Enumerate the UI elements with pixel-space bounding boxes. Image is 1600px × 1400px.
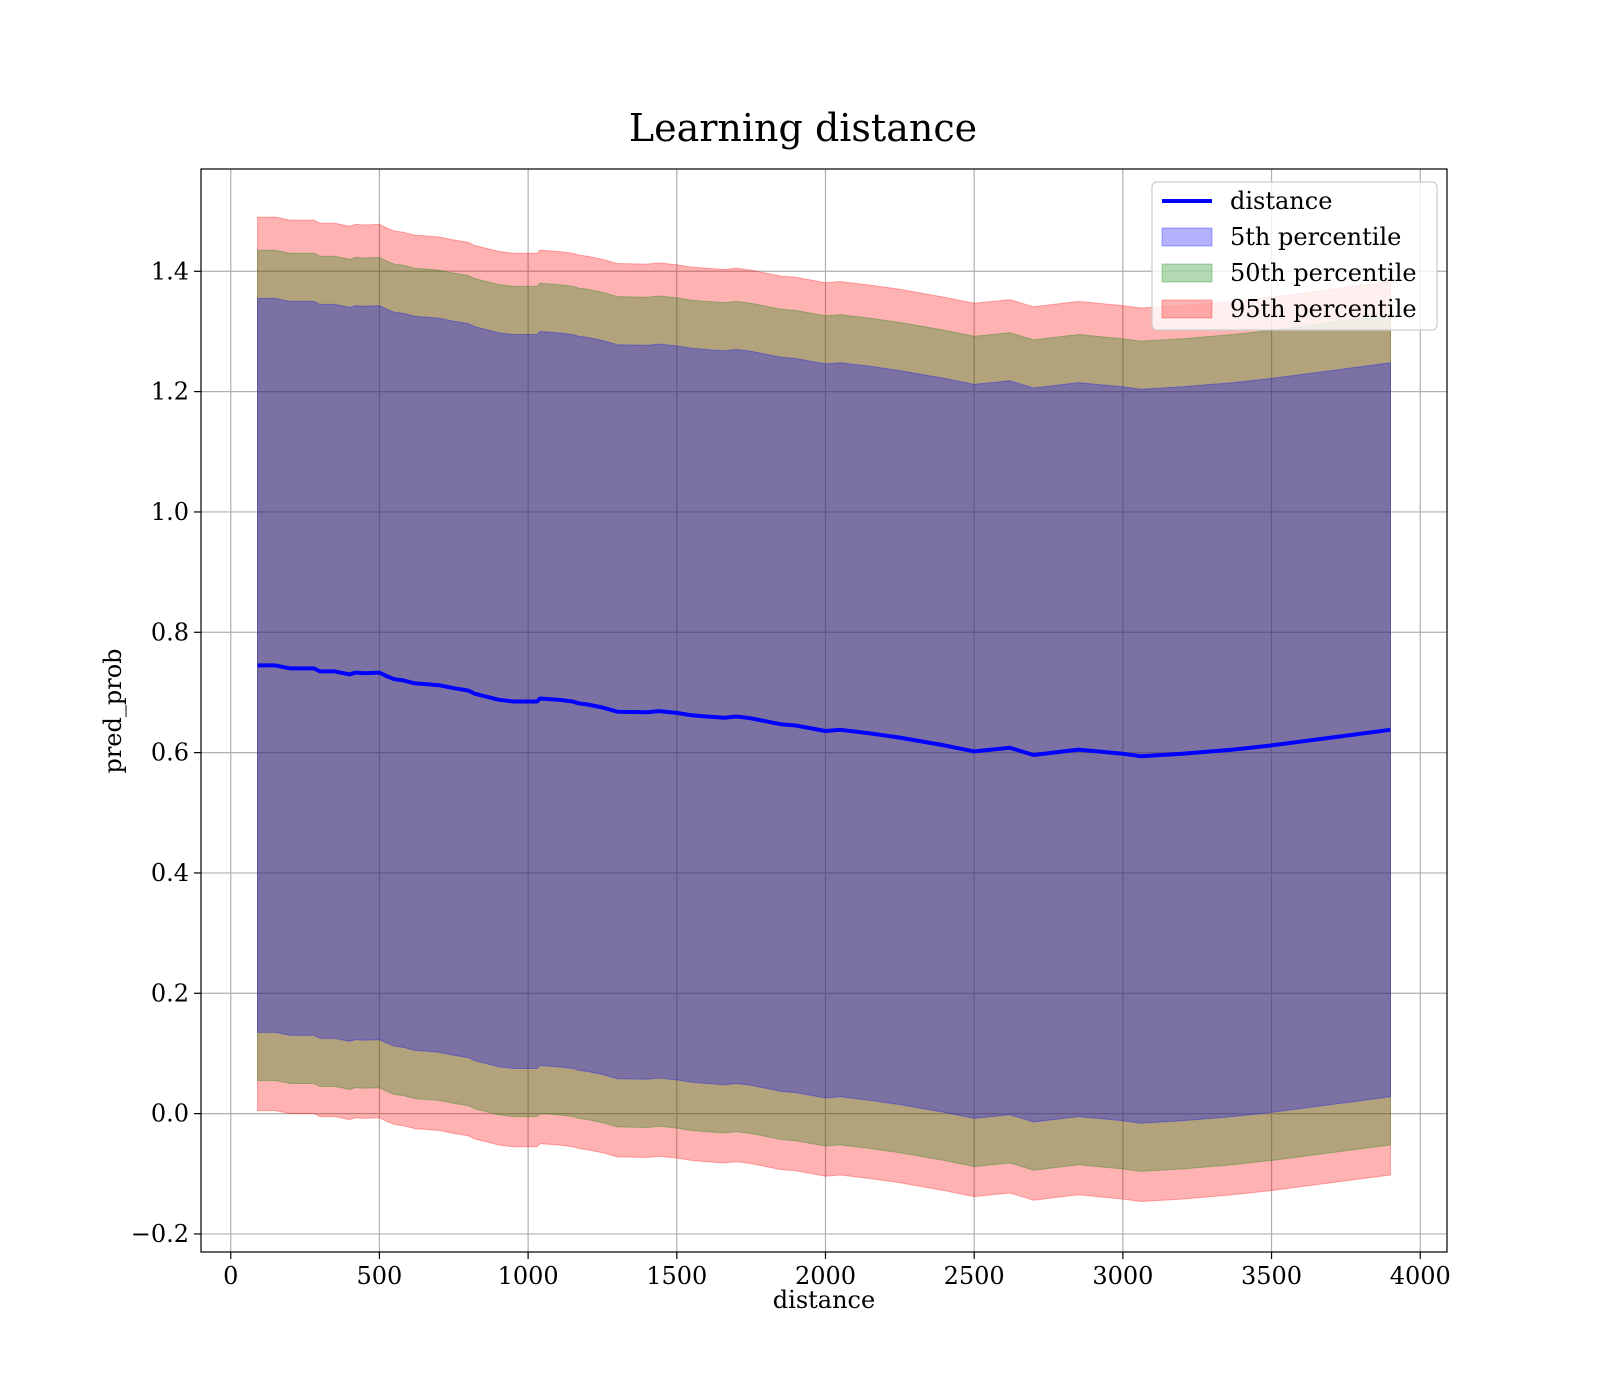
legend-box (1151, 181, 1438, 331)
legend-swatch (1161, 227, 1213, 247)
series-line-distance (257, 663, 1391, 759)
band-95th-percentile (257, 216, 1391, 1203)
x-tick-label: 1000 (498, 1262, 559, 1290)
axis-ticks: 0 500 1000 1500 2000 2500 3000 3500 4000 −0.2 0.0 0… (131, 257, 1451, 1290)
legend-label: 50th percentile (1230, 259, 1417, 287)
x-tick-label: 2000 (795, 1262, 856, 1290)
chart-title: Learning distance (629, 106, 977, 150)
y-tick-label: 1.0 (151, 498, 189, 526)
legend-swatch (1161, 299, 1213, 319)
y-tick-label: 1.2 (151, 378, 189, 406)
y-tick-label: 0.4 (151, 859, 189, 887)
x-tick-label: 0 (223, 1262, 238, 1290)
x-tick-label: 500 (357, 1262, 403, 1290)
x-tick-label: 3500 (1241, 1262, 1302, 1290)
legend: distance 5th percentile 50th percentile 95t… (1151, 181, 1438, 331)
band-5th-percentile (257, 297, 1391, 1124)
band-50th-percentile (257, 249, 1391, 1172)
grid (201, 169, 1447, 1252)
series-lines (257, 663, 1391, 759)
y-tick-label: 1.4 (151, 257, 189, 285)
percentile-bands (257, 216, 1391, 1203)
y-tick-label: −0.2 (131, 1220, 189, 1248)
legend-label: distance (1230, 187, 1332, 215)
legend-label: 5th percentile (1230, 223, 1401, 251)
x-tick-label: 3000 (1092, 1262, 1153, 1290)
y-tick-label: 0.6 (151, 739, 189, 767)
y-tick-label: 0.8 (151, 618, 189, 646)
x-tick-label: 4000 (1390, 1262, 1451, 1290)
y-tick-label: 0.2 (151, 979, 189, 1007)
y-tick-label: 0.0 (151, 1100, 189, 1128)
x-tick-label: 1500 (646, 1262, 707, 1290)
x-tick-label: 2500 (944, 1262, 1005, 1290)
plot-frame (200, 168, 1448, 1253)
x-axis-label: distance (773, 1286, 875, 1314)
legend-swatch (1161, 263, 1213, 283)
legend-label: 95th percentile (1230, 295, 1417, 323)
y-axis-label: pred_prob (99, 648, 127, 773)
